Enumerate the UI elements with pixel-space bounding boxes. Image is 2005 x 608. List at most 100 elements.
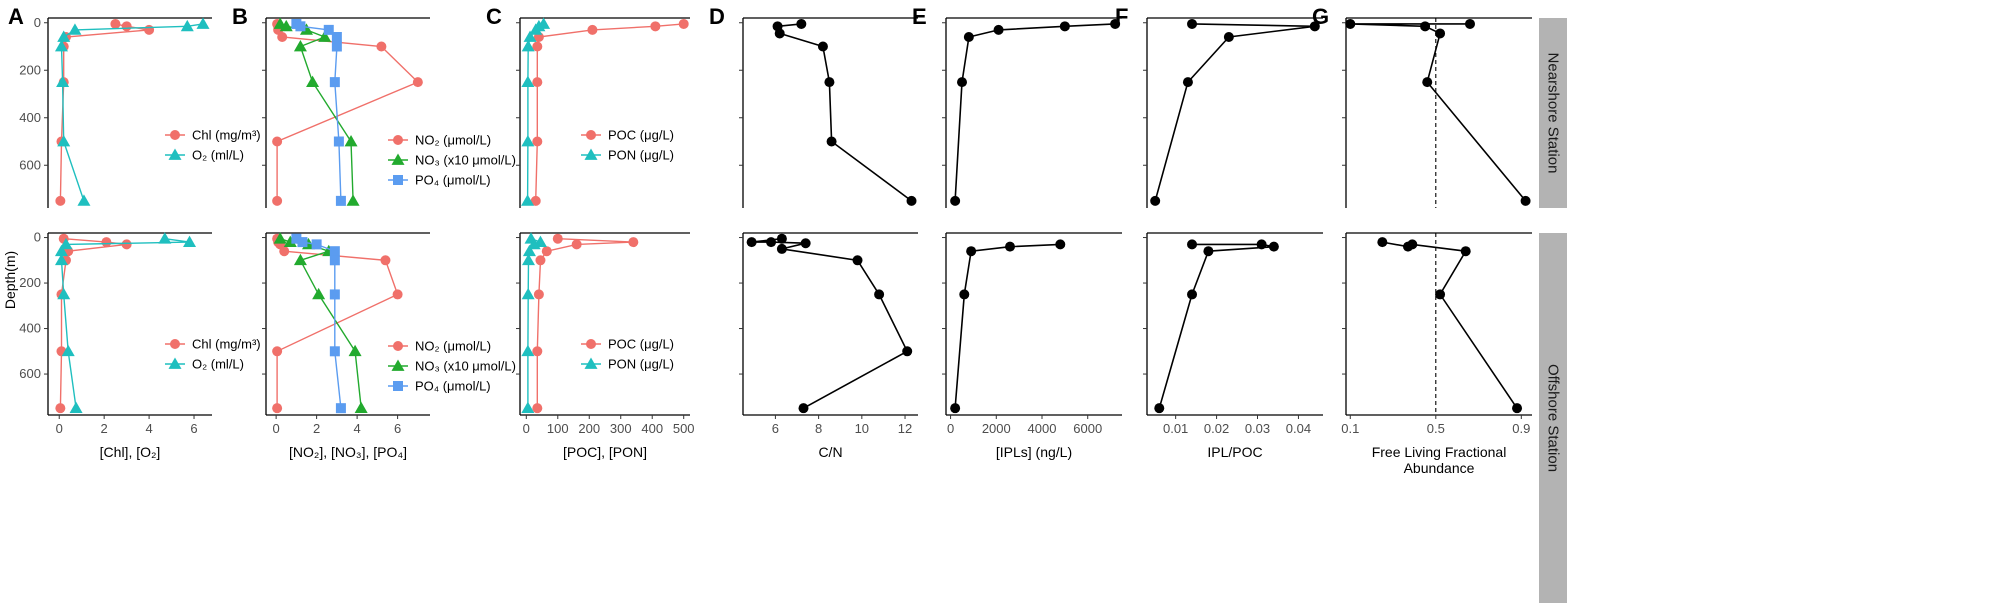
legend-key-marker xyxy=(170,130,180,140)
panel-a-row-0: 0 200 400 600 Chl (mg/m³) O₂ (ml/L) xyxy=(19,15,261,208)
data-point xyxy=(54,253,68,266)
y-tick-label: 600 xyxy=(19,157,41,172)
series-line xyxy=(535,23,684,201)
x-tick-label: 2000 xyxy=(982,421,1011,436)
x-tick-label: 0 xyxy=(273,421,280,436)
data-point xyxy=(1110,18,1121,29)
data-point xyxy=(272,195,283,206)
series-nearshore-ipls xyxy=(950,18,1121,206)
data-point xyxy=(183,235,197,247)
x-axis-title: Free Living Fractional Abundance xyxy=(1372,444,1507,476)
series-offshore-no3 xyxy=(273,232,368,414)
data-point xyxy=(56,75,70,87)
data-point xyxy=(1268,241,1279,252)
x-tick-label: 4 xyxy=(353,421,360,436)
data-point xyxy=(55,403,66,414)
data-point xyxy=(522,244,536,257)
data-point xyxy=(532,77,543,88)
data-point xyxy=(68,23,82,35)
data-point xyxy=(523,30,537,42)
data-point xyxy=(1223,32,1234,42)
legend-label: NO₃ (x10 μmol/L) xyxy=(415,359,516,374)
data-point xyxy=(306,75,320,87)
data-point xyxy=(376,41,387,52)
x-tick-label: 10 xyxy=(855,421,869,436)
panel-letter-b: B xyxy=(232,4,248,29)
data-point xyxy=(1435,289,1446,300)
data-point xyxy=(521,135,535,147)
legend-label: NO₂ (μmol/L) xyxy=(415,339,491,354)
data-point xyxy=(902,346,913,357)
data-point xyxy=(1203,246,1214,257)
legend-key-marker xyxy=(170,339,180,349)
y-tick-label: 400 xyxy=(19,110,41,125)
data-point xyxy=(329,255,340,266)
x-axis-title: C/N xyxy=(818,444,842,460)
legend-key-marker xyxy=(168,357,182,369)
legend: Chl (mg/m³) O₂ (ml/L) xyxy=(165,337,261,372)
panel-c: C POC (μg/L) PON (μg/L) POC (μg/L) PON (μg/L… xyxy=(486,4,695,460)
panel-g-row-1: 0.1 0.5 0.9 xyxy=(1341,232,1532,436)
data-point xyxy=(57,135,71,147)
data-point xyxy=(993,24,1004,35)
x-tick-label: 8 xyxy=(815,421,822,436)
data-point xyxy=(318,30,332,42)
data-point xyxy=(1187,239,1198,250)
data-point xyxy=(297,237,308,248)
panel-d-row-1: 6 8 10 12 xyxy=(739,232,918,436)
series-offshore-c-n xyxy=(746,233,913,414)
series-line xyxy=(1382,241,1518,409)
x-tick-label: 4000 xyxy=(1028,421,1057,436)
panel-letter-f: F xyxy=(1115,4,1128,29)
panel-e-row-0 xyxy=(942,17,1122,208)
data-point xyxy=(61,344,75,357)
series-offshore-ipls xyxy=(950,239,1066,414)
series-nearshore-o2 xyxy=(54,17,210,206)
strip-nearshore-label: Nearshore Station xyxy=(1545,53,1562,174)
data-point xyxy=(532,41,543,52)
x-tick-label: 0.1 xyxy=(1341,421,1359,436)
series-offshore-ipl-poc xyxy=(1154,239,1279,414)
data-point xyxy=(412,77,423,88)
legend-label: POC (μg/L) xyxy=(608,128,674,143)
data-point xyxy=(273,232,287,244)
panel-letter-e: E xyxy=(912,4,927,29)
data-point xyxy=(59,237,73,250)
legend-label: PO₄ (μmol/L) xyxy=(415,173,491,188)
series-nearshore-poc xyxy=(530,18,689,206)
data-point xyxy=(69,401,83,414)
data-point xyxy=(180,19,194,32)
panel-a-row-1: 0 200 400 600 Chl (mg/m³) O₂ (ml/L) 0 2 4 6 xyxy=(19,230,260,436)
data-point xyxy=(530,195,541,206)
panel-g: G 0.1 0.5 0.9 Free Living Fractional Abundanc… xyxy=(1312,4,1532,476)
legend-label: NO₂ (μmol/L) xyxy=(415,133,491,148)
series-line xyxy=(751,237,909,409)
x-tick-label: 6000 xyxy=(1073,421,1102,436)
x-axis-title-line: Abundance xyxy=(1404,460,1475,476)
data-point xyxy=(196,17,210,29)
legend-key-marker xyxy=(168,148,182,160)
x-tick-label: 4 xyxy=(145,421,152,436)
panel-g-row-0 xyxy=(1342,17,1532,208)
data-point xyxy=(950,195,961,206)
data-point xyxy=(283,235,297,247)
data-point xyxy=(796,18,807,29)
data-point xyxy=(521,40,535,52)
legend-label: PON (μg/L) xyxy=(608,148,674,163)
data-point xyxy=(966,246,977,257)
data-point xyxy=(1309,21,1320,32)
data-point xyxy=(323,24,334,35)
data-point xyxy=(774,28,785,39)
y-tick-label: 0 xyxy=(34,15,41,30)
x-axis-title-line: Free Living Fractional xyxy=(1372,444,1507,460)
y-tick-label: 400 xyxy=(19,321,41,336)
data-point xyxy=(1407,239,1418,250)
legend-label: NO₃ (x10 μmol/L) xyxy=(415,153,516,168)
data-point xyxy=(522,253,535,266)
x-tick-label: 6 xyxy=(772,421,779,436)
series-nearshore-no3 xyxy=(273,17,360,206)
x-tick-label: 6 xyxy=(190,421,197,436)
panel-e: E 0 2000 4000 6000[IPLs] (ng/L) xyxy=(912,4,1122,460)
series-line xyxy=(59,238,127,409)
